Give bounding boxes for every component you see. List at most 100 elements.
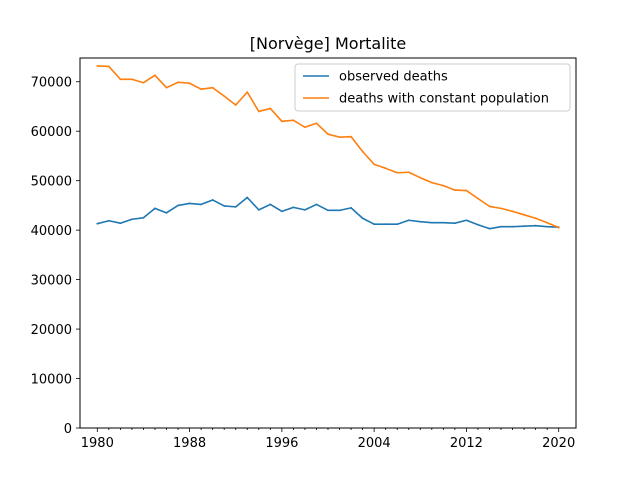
legend-box [294,63,571,112]
data-point-series-1 [142,216,145,219]
data-point-series-2 [165,86,168,89]
data-point-series-2 [384,167,387,170]
x-tick-label: 1988 [173,436,206,451]
data-point-series-2 [211,86,214,89]
y-tick-label: 20000 [31,323,72,338]
data-point-series-1 [154,207,156,210]
y-tick-label: 10000 [31,373,72,388]
data-point-series-2 [396,171,399,174]
data-point-series-1 [327,209,329,212]
data-point-series-2 [131,78,133,81]
data-point-series-2 [350,135,352,138]
data-point-series-2 [200,88,203,91]
data-point-series-1 [304,208,306,211]
data-point-series-2 [511,210,514,213]
data-point-series-2 [477,197,479,200]
data-point-series-1 [500,225,502,228]
data-point-series-1 [246,196,249,199]
data-point-series-2 [500,207,502,210]
data-point-series-1 [523,225,525,228]
y-tick-label: 30000 [31,274,72,289]
legend-label-1: observed deaths [339,70,448,85]
x-tick-label: 2020 [542,436,575,451]
data-point-series-2 [338,136,341,139]
data-point-series-1 [361,217,364,220]
data-point-series-2 [304,126,306,129]
data-point-series-2 [96,65,99,67]
data-point-series-1 [338,209,341,212]
data-point-series-1 [96,222,99,225]
data-point-series-1 [119,222,122,225]
data-point-series-2 [488,205,491,208]
data-point-series-1 [257,208,260,211]
data-point-series-1 [396,223,399,226]
data-point-series-2 [419,176,422,179]
data-point-series-2 [442,184,445,187]
plot-frame [79,57,577,429]
data-point-series-1 [546,225,549,228]
data-point-series-2 [361,150,364,153]
data-point-series-1 [419,220,422,223]
data-point-series-1 [350,206,352,209]
data-point-series-2 [327,133,329,136]
data-point-series-2 [315,122,318,125]
data-point-series-1 [453,222,456,225]
data-point-series-1 [188,202,191,205]
data-point-series-2 [430,181,433,184]
y-tick-label: 50000 [31,175,72,190]
data-point-series-2 [154,74,156,77]
data-point-series-1 [477,223,479,226]
data-point-series-2 [257,110,260,113]
data-point-series-2 [234,104,237,106]
data-point-series-2 [188,82,191,85]
data-point-series-1 [511,225,514,228]
data-point-series-1 [200,203,203,206]
data-point-series-1 [177,204,179,207]
data-point-series-1 [315,203,318,206]
x-tick-label: 2004 [358,436,391,451]
data-point-series-2 [246,91,249,94]
y-tick-label: 40000 [31,224,72,239]
data-point-series-2 [546,221,549,224]
data-point-series-1 [292,206,295,209]
data-point-series-2 [223,95,226,97]
data-point-series-2 [373,163,376,166]
data-point-series-1 [280,210,283,213]
x-tick-label: 1980 [81,436,114,451]
data-point-series-1 [234,205,237,208]
data-point-series-2 [534,217,537,220]
data-point-series-1 [442,221,445,224]
data-point-series-2 [119,78,122,81]
data-point-series-1 [373,223,376,226]
chart-title: [Norvège] Mortalite [250,34,406,53]
x-tick-label: 2012 [450,436,483,451]
data-point-series-1 [465,219,468,222]
legend-label-2: deaths with constant population [339,92,549,107]
data-point-series-2 [557,226,560,229]
data-point-series-1 [534,224,537,227]
data-point-series-1 [107,219,110,222]
y-tick-label: 0 [64,422,72,437]
data-point-series-2 [453,189,456,191]
data-point-series-1 [430,221,433,224]
data-point-series-2 [269,107,272,110]
data-point-series-1 [384,223,387,226]
data-point-series-1 [211,199,214,201]
data-point-series-2 [142,81,145,84]
x-tick-label: 1996 [265,436,298,451]
data-point-series-2 [292,119,295,122]
data-point-series-1 [131,218,133,221]
data-point-series-1 [407,219,410,222]
y-tick-label: 60000 [31,125,72,140]
data-point-series-1 [269,203,272,206]
legend: observed deaths deaths with constant popu… [294,63,571,112]
data-point-series-2 [407,171,410,174]
data-point-series-2 [280,120,283,123]
data-point-series-2 [177,81,179,84]
data-point-series-1 [488,227,491,230]
data-point-series-1 [223,205,226,207]
data-point-series-2 [523,213,525,216]
data-point-series-2 [107,65,110,68]
y-tick-label: 70000 [31,76,72,91]
